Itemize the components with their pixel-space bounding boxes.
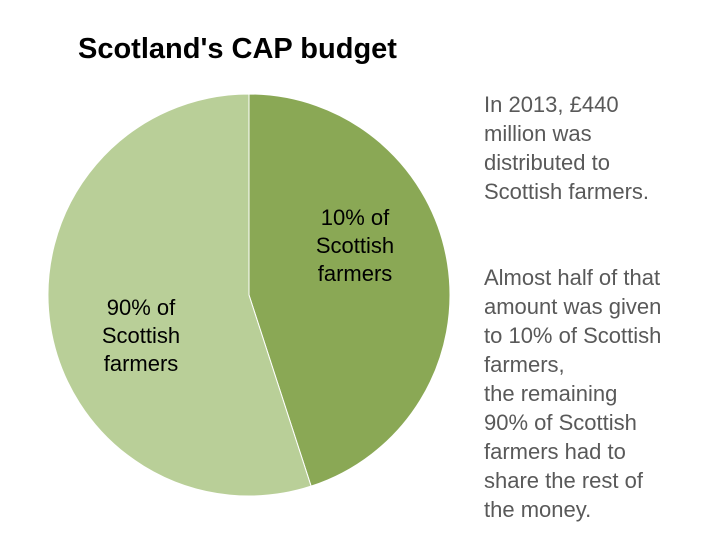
- summary-paragraph-2: Almost half of that amount was given to …: [484, 265, 662, 522]
- slide-title: Scotland's CAP budget: [78, 33, 397, 65]
- pie-slice-2: [47, 93, 312, 497]
- pie-slices: [47, 93, 451, 497]
- pie-slice-label-1: 10% of Scottish farmers: [316, 205, 394, 286]
- pie-labels: 10% of Scottish farmers 90% of Scottish farme…: [102, 205, 394, 376]
- pie-slice-label-2: 90% of Scottish farmers: [102, 295, 180, 376]
- summary-paragraph-1: In 2013, £440 million was distributed to…: [484, 92, 650, 204]
- detail-text-block: Almost half of that amount was given to …: [484, 263, 714, 524]
- pie-slice-1: [248, 93, 451, 487]
- summary-text-block: In 2013, £440 million was distributed to…: [484, 90, 714, 206]
